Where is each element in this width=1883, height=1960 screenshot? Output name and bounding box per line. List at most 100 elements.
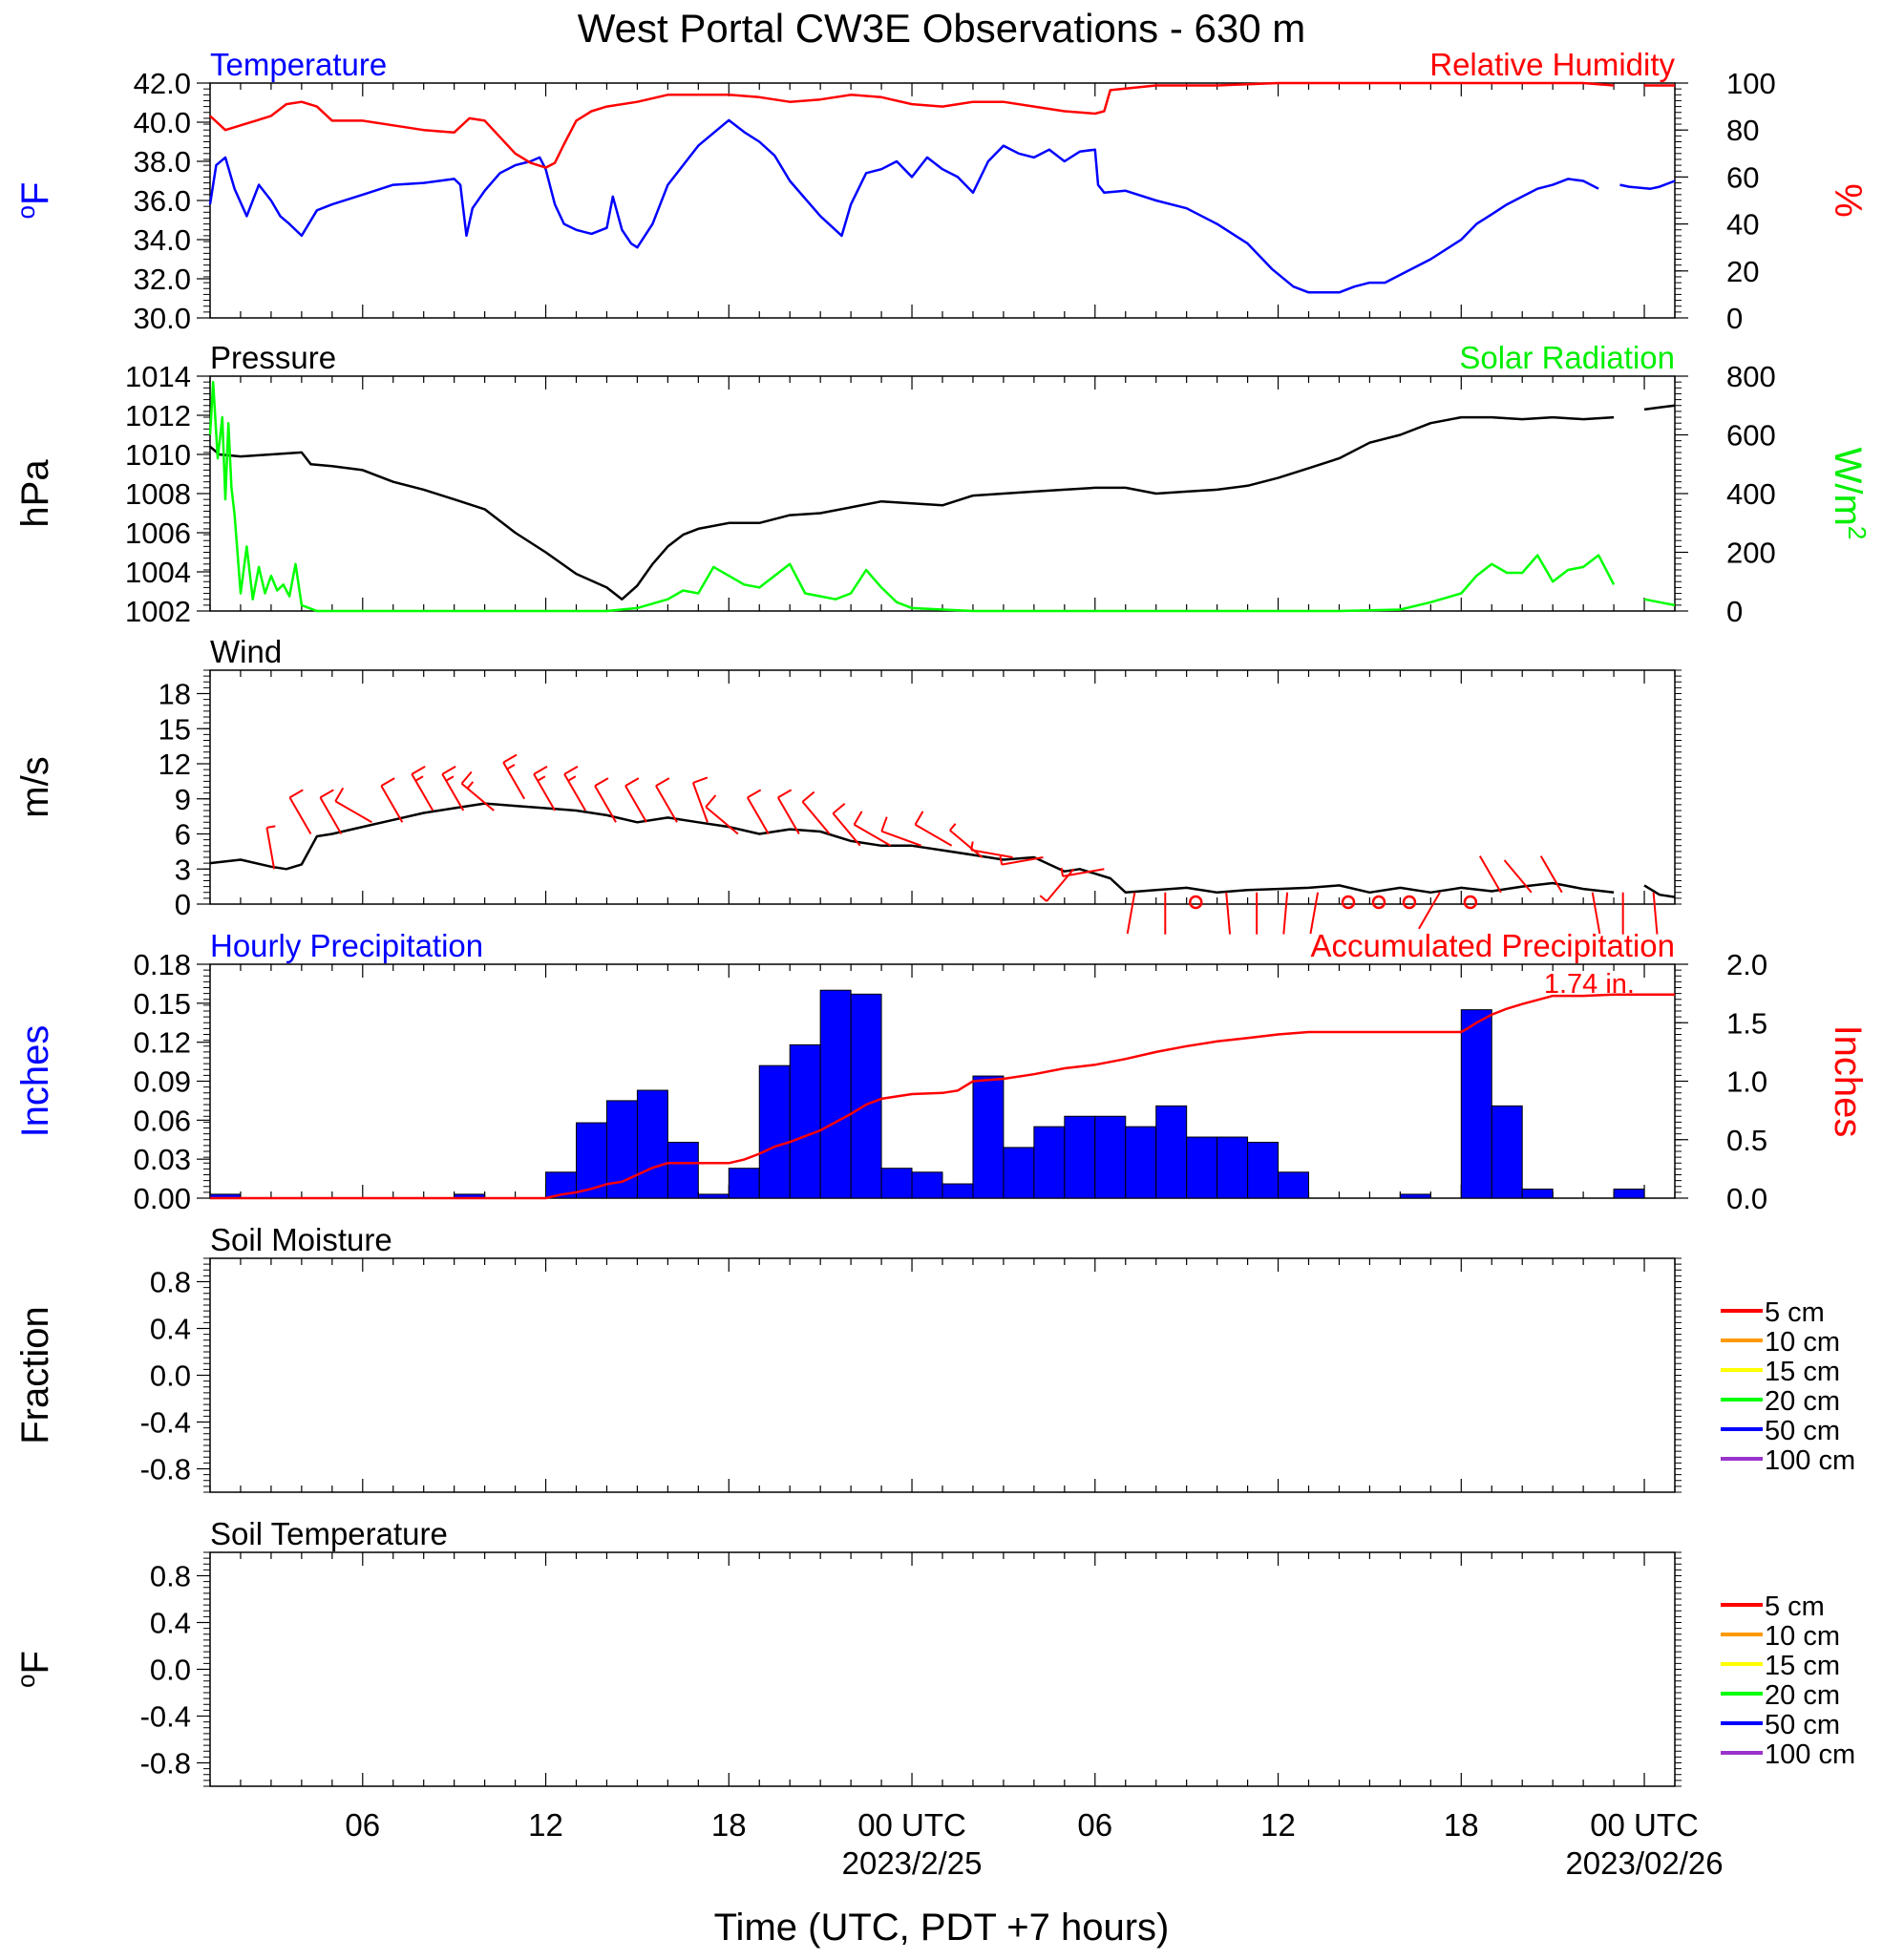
panel-temperature-rh: 30.0 32.0 34.0 36.0 38.0 40.0 42.0 0 20 40 60 80 100… <box>11 47 1869 335</box>
wind-barb-feather <box>441 766 456 775</box>
panel-title-right: Relative Humidity <box>1429 47 1675 82</box>
y-tick-label: 0.0 <box>150 1654 191 1687</box>
series-line-1 <box>208 380 1676 613</box>
y-tick-label-right: 80 <box>1726 114 1759 147</box>
wind-barb-calm <box>1371 895 1386 910</box>
y-tick-label: 0.4 <box>150 1607 191 1640</box>
wind-barb-feather <box>533 766 548 775</box>
y-tick-label: 9 <box>175 783 191 816</box>
wind-barb-calm <box>1402 895 1417 910</box>
wind-barb-feather <box>777 789 793 799</box>
y-tick-label: 0.12 <box>134 1026 191 1060</box>
wind-barb-feather <box>801 790 815 803</box>
panel-frame <box>209 1551 1676 1787</box>
wind-barb <box>441 773 465 811</box>
x-tick-label: 18 <box>711 1807 747 1843</box>
x-date-label: 2023/2/25 <box>842 1845 983 1881</box>
wind-barb-feather <box>266 825 276 829</box>
precip-bar <box>1003 1147 1035 1199</box>
wind-barb <box>880 830 921 847</box>
y-axis-label-left: Inches <box>14 1025 56 1138</box>
wind-barb-feather <box>445 775 455 782</box>
y-axis-label-left: m/s <box>14 756 56 817</box>
wind-barb <box>1062 868 1105 877</box>
precip-bar <box>1491 1105 1523 1199</box>
wind-barb <box>832 812 861 847</box>
y-tick-label: 0.4 <box>150 1313 191 1346</box>
precip-bar <box>666 1141 699 1199</box>
y-tick-label-right: 1.5 <box>1726 1006 1767 1040</box>
wind-barb-feather <box>537 775 546 782</box>
wind-barb <box>1126 892 1136 935</box>
y-tick-label-right: 200 <box>1726 537 1776 570</box>
wind-barb-feather <box>949 823 957 832</box>
wind-barb-feather <box>334 787 345 802</box>
y-tick-label-right: 0 <box>1726 302 1743 335</box>
y-tick-label: 1006 <box>125 516 191 550</box>
wind-barb <box>746 796 770 835</box>
x-tick-label: 00 UTC <box>1590 1807 1699 1843</box>
y-axis-label-left: oF <box>11 1651 56 1688</box>
wind-barb-feather <box>880 816 888 832</box>
wind-barb <box>319 796 343 835</box>
legend-label: 15 cm <box>1765 1357 1840 1387</box>
wind-barb <box>1225 892 1232 935</box>
wind-barb-calm <box>1189 895 1203 910</box>
wind-barb <box>1503 859 1533 894</box>
wind-barb <box>1309 892 1320 935</box>
wind-barb <box>1478 855 1502 894</box>
y-tick-label: 0 <box>175 888 191 921</box>
y-tick-label-right: 800 <box>1726 360 1776 393</box>
wind-barb <box>1282 892 1289 935</box>
x-tick-label: 00 UTC <box>857 1807 966 1843</box>
wind-barb <box>411 773 434 811</box>
y-tick-label-right: 0.5 <box>1726 1124 1767 1157</box>
x-tick-label: 06 <box>1077 1807 1112 1843</box>
y-tick-label-right: 100 <box>1726 67 1776 100</box>
x-tick-label: 06 <box>345 1807 380 1843</box>
precip-bar <box>1399 1193 1431 1199</box>
y-tick-label: 32.0 <box>134 263 191 296</box>
y-tick-label: 0.15 <box>134 987 191 1021</box>
legend-label: 10 cm <box>1765 1621 1840 1652</box>
y-tick-label: 0.03 <box>134 1143 191 1176</box>
y-tick-label-right: 40 <box>1726 208 1759 242</box>
panel-title-left: Hourly Precipitation <box>210 928 483 963</box>
panel-frame <box>209 375 1676 612</box>
y-axis-label-right: % <box>1827 183 1869 218</box>
y-tick-label: 0.8 <box>150 1266 191 1299</box>
precip-bar <box>1247 1141 1280 1199</box>
legend-label: 15 cm <box>1765 1651 1840 1681</box>
panel-frame <box>209 1257 1676 1493</box>
precip-bar <box>576 1122 607 1199</box>
y-tick-label-right: 600 <box>1726 419 1776 453</box>
wind-barb <box>288 796 312 835</box>
x-tick-label: 18 <box>1444 1807 1479 1843</box>
y-tick-label: 1008 <box>125 477 191 511</box>
y-axis-label-right: W/m2 <box>1827 448 1872 540</box>
wind-barb-feather <box>655 777 670 788</box>
series-line-1 <box>209 81 1675 169</box>
wind-barb-feather <box>594 777 609 788</box>
y-axis-label-left: Fraction <box>14 1306 56 1444</box>
wind-barb-feather <box>502 753 518 764</box>
accumulated-line <box>210 993 1675 1200</box>
panel-precipitation: 0.00 0.03 0.06 0.09 0.12 0.15 0.18 0.0 0.5 1.0 1.5… <box>14 928 1869 1215</box>
y-tick-label: 1002 <box>125 595 191 628</box>
precip-bar <box>819 989 852 1199</box>
x-axis-label: Time (UTC, PDT +7 hours) <box>714 1907 1170 1949</box>
wind-barb-feather <box>1039 895 1047 902</box>
wind-barb <box>1046 868 1075 902</box>
precip-bar <box>1125 1126 1157 1199</box>
legend-label: 100 cm <box>1765 1739 1855 1770</box>
y-tick-label: 40.0 <box>134 106 191 139</box>
wind-barb <box>1591 892 1601 935</box>
wind-barb-feather <box>853 811 863 826</box>
wind-barb <box>563 773 586 811</box>
y-tick-label: 3 <box>175 853 191 886</box>
y-tick-label: 6 <box>175 818 191 852</box>
panels: 30.032.034.036.038.040.042.0020406080100… <box>11 47 1872 1787</box>
precip-bar <box>1094 1115 1127 1199</box>
y-axis-label-left: hPa <box>14 459 56 528</box>
